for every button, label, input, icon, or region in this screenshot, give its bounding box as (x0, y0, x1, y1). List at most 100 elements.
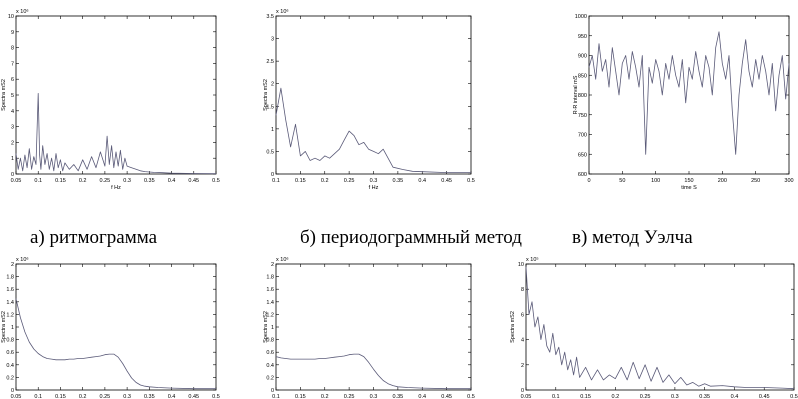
y-tick-label: 1 (271, 325, 274, 331)
y-tick-label: 9 (11, 30, 14, 36)
y-tick-label: 8 (521, 287, 524, 293)
y-tick-label: 1 (11, 156, 14, 162)
y-tick-label: 6 (521, 312, 524, 318)
y-tick-label: 650 (578, 152, 587, 158)
x-tick-label: 0.05 (11, 394, 22, 399)
x-tick-label: 0.5 (467, 178, 475, 184)
series-line (275, 353, 471, 390)
x-tick-label: 0.25 (640, 394, 651, 399)
y-tick-label: 0 (271, 388, 274, 394)
y-tick-label: 1.2 (6, 312, 14, 318)
x-tick-label: 0.5 (212, 394, 220, 399)
x-tick-label: 0.35 (393, 394, 404, 399)
series-line (15, 93, 217, 175)
x-tick-label: 0.25 (100, 178, 111, 184)
y-multiplier-label: x 10⁶ (16, 8, 29, 15)
x-axis-label: time S (681, 185, 697, 191)
caption-rhythmogram: а) ритмограмма (30, 227, 158, 248)
x-tick-label: 0.1 (552, 394, 560, 399)
x-tick-label: 0.1 (272, 178, 280, 184)
y-multiplier-label: x 10⁶ (276, 256, 289, 263)
y-tick-label: 3 (11, 125, 14, 131)
y-tick-label: 900 (578, 54, 587, 60)
plot-frame (275, 15, 472, 175)
y-tick-label: 0.8 (266, 338, 274, 344)
x-tick-label: 0.4 (168, 178, 176, 184)
y-tick-label: 10 (518, 262, 524, 268)
y-tick-label: 0 (11, 172, 14, 178)
x-tick-label: 0.35 (393, 178, 404, 184)
x-tick-label: 0.1 (34, 394, 42, 399)
x-tick-label: 0.2 (79, 394, 87, 399)
y-tick-label: 3 (271, 37, 274, 43)
plot-frame (525, 263, 795, 391)
x-tick-label: 0.4 (731, 394, 739, 399)
x-tick-label: 0.2 (321, 394, 329, 399)
y-axis-label: Spectra mS2 (263, 311, 269, 343)
x-tick-label: 0.5 (467, 394, 475, 399)
y-tick-label: 0.2 (6, 375, 14, 381)
y-tick-label: 1.6 (266, 287, 274, 293)
x-tick-label: 0.15 (55, 394, 66, 399)
y-axis-label: R-R interval mS (573, 75, 579, 114)
y-axis-label: Spectra mS2 (510, 311, 516, 343)
x-tick-label: 0.5 (790, 394, 798, 399)
x-tick-label: 0.15 (55, 178, 66, 184)
x-tick-label: 100 (651, 178, 660, 184)
x-tick-label: 50 (619, 178, 625, 184)
periodogram-spectrum-chart: 0.1 0.15 0.2 0.25 0.3 0.35 0.4 0.45 0.5 0 0.5 1 1.5 2… (263, 8, 475, 191)
x-tick-label: 0.4 (418, 178, 426, 184)
x-tick-label: 300 (784, 178, 793, 184)
series-line (275, 87, 471, 174)
x-tick-label: 0.15 (580, 394, 591, 399)
x-tick-label: 0.05 (11, 178, 22, 184)
x-tick-label: 0.15 (295, 394, 306, 399)
x-tick-label: 0.15 (295, 178, 306, 184)
y-tick-label: 1.2 (266, 312, 274, 318)
caption-welch: в) метод Уэлча (572, 227, 693, 248)
x-tick-label: 0.1 (34, 178, 42, 184)
y-tick-label: 0.4 (6, 363, 14, 369)
y-tick-label: 1.4 (266, 300, 274, 306)
x-tick-label: 0.45 (759, 394, 770, 399)
y-tick-label: 0 (11, 388, 14, 394)
x-tick-label: 0.2 (79, 178, 87, 184)
x-tick-label: 0.35 (144, 178, 155, 184)
x-tick-label: 0.4 (418, 394, 426, 399)
y-axis-label: Spectra mS2 (1, 311, 7, 343)
x-tick-label: 0.4 (168, 394, 176, 399)
y-axis-label: Spectra mS2 (1, 79, 7, 111)
y-tick-label: 1 (11, 325, 14, 331)
plot-frame (15, 15, 217, 175)
plot-frame (275, 263, 472, 391)
x-tick-label: 0.25 (344, 178, 355, 184)
y-tick-label: 700 (578, 133, 587, 139)
x-tick-label: 0.35 (699, 394, 710, 399)
y-multiplier-label: x 10⁶ (16, 256, 29, 263)
y-tick-label: 0 (271, 172, 274, 178)
y-tick-label: 5 (11, 93, 14, 99)
y-tick-label: 0.5 (266, 149, 274, 155)
x-tick-label: 0.3 (123, 394, 131, 399)
y-tick-label: 1 (271, 127, 274, 133)
x-tick-label: 0.45 (188, 178, 199, 184)
series-line (15, 298, 216, 390)
x-tick-label: 0.25 (100, 394, 111, 399)
y-tick-label: 7 (11, 61, 14, 67)
x-tick-label: 0.35 (144, 394, 155, 399)
y-tick-label: 3.5 (266, 14, 274, 20)
x-tick-label: 0.2 (612, 394, 620, 399)
y-axis-label: Spectra mS2 (263, 79, 269, 111)
x-tick-label: 0.25 (344, 394, 355, 399)
y-tick-label: 0.6 (6, 350, 14, 356)
y-tick-label: 6 (11, 77, 14, 83)
x-tick-label: 0.3 (370, 178, 378, 184)
y-tick-label: 2.5 (266, 59, 274, 65)
y-tick-label: 1.8 (6, 275, 14, 281)
y-tick-label: 2 (271, 262, 274, 268)
plot-frame (15, 263, 217, 391)
series-line (588, 31, 790, 155)
x-tick-label: 0.3 (370, 394, 378, 399)
y-tick-label: 2 (271, 82, 274, 88)
